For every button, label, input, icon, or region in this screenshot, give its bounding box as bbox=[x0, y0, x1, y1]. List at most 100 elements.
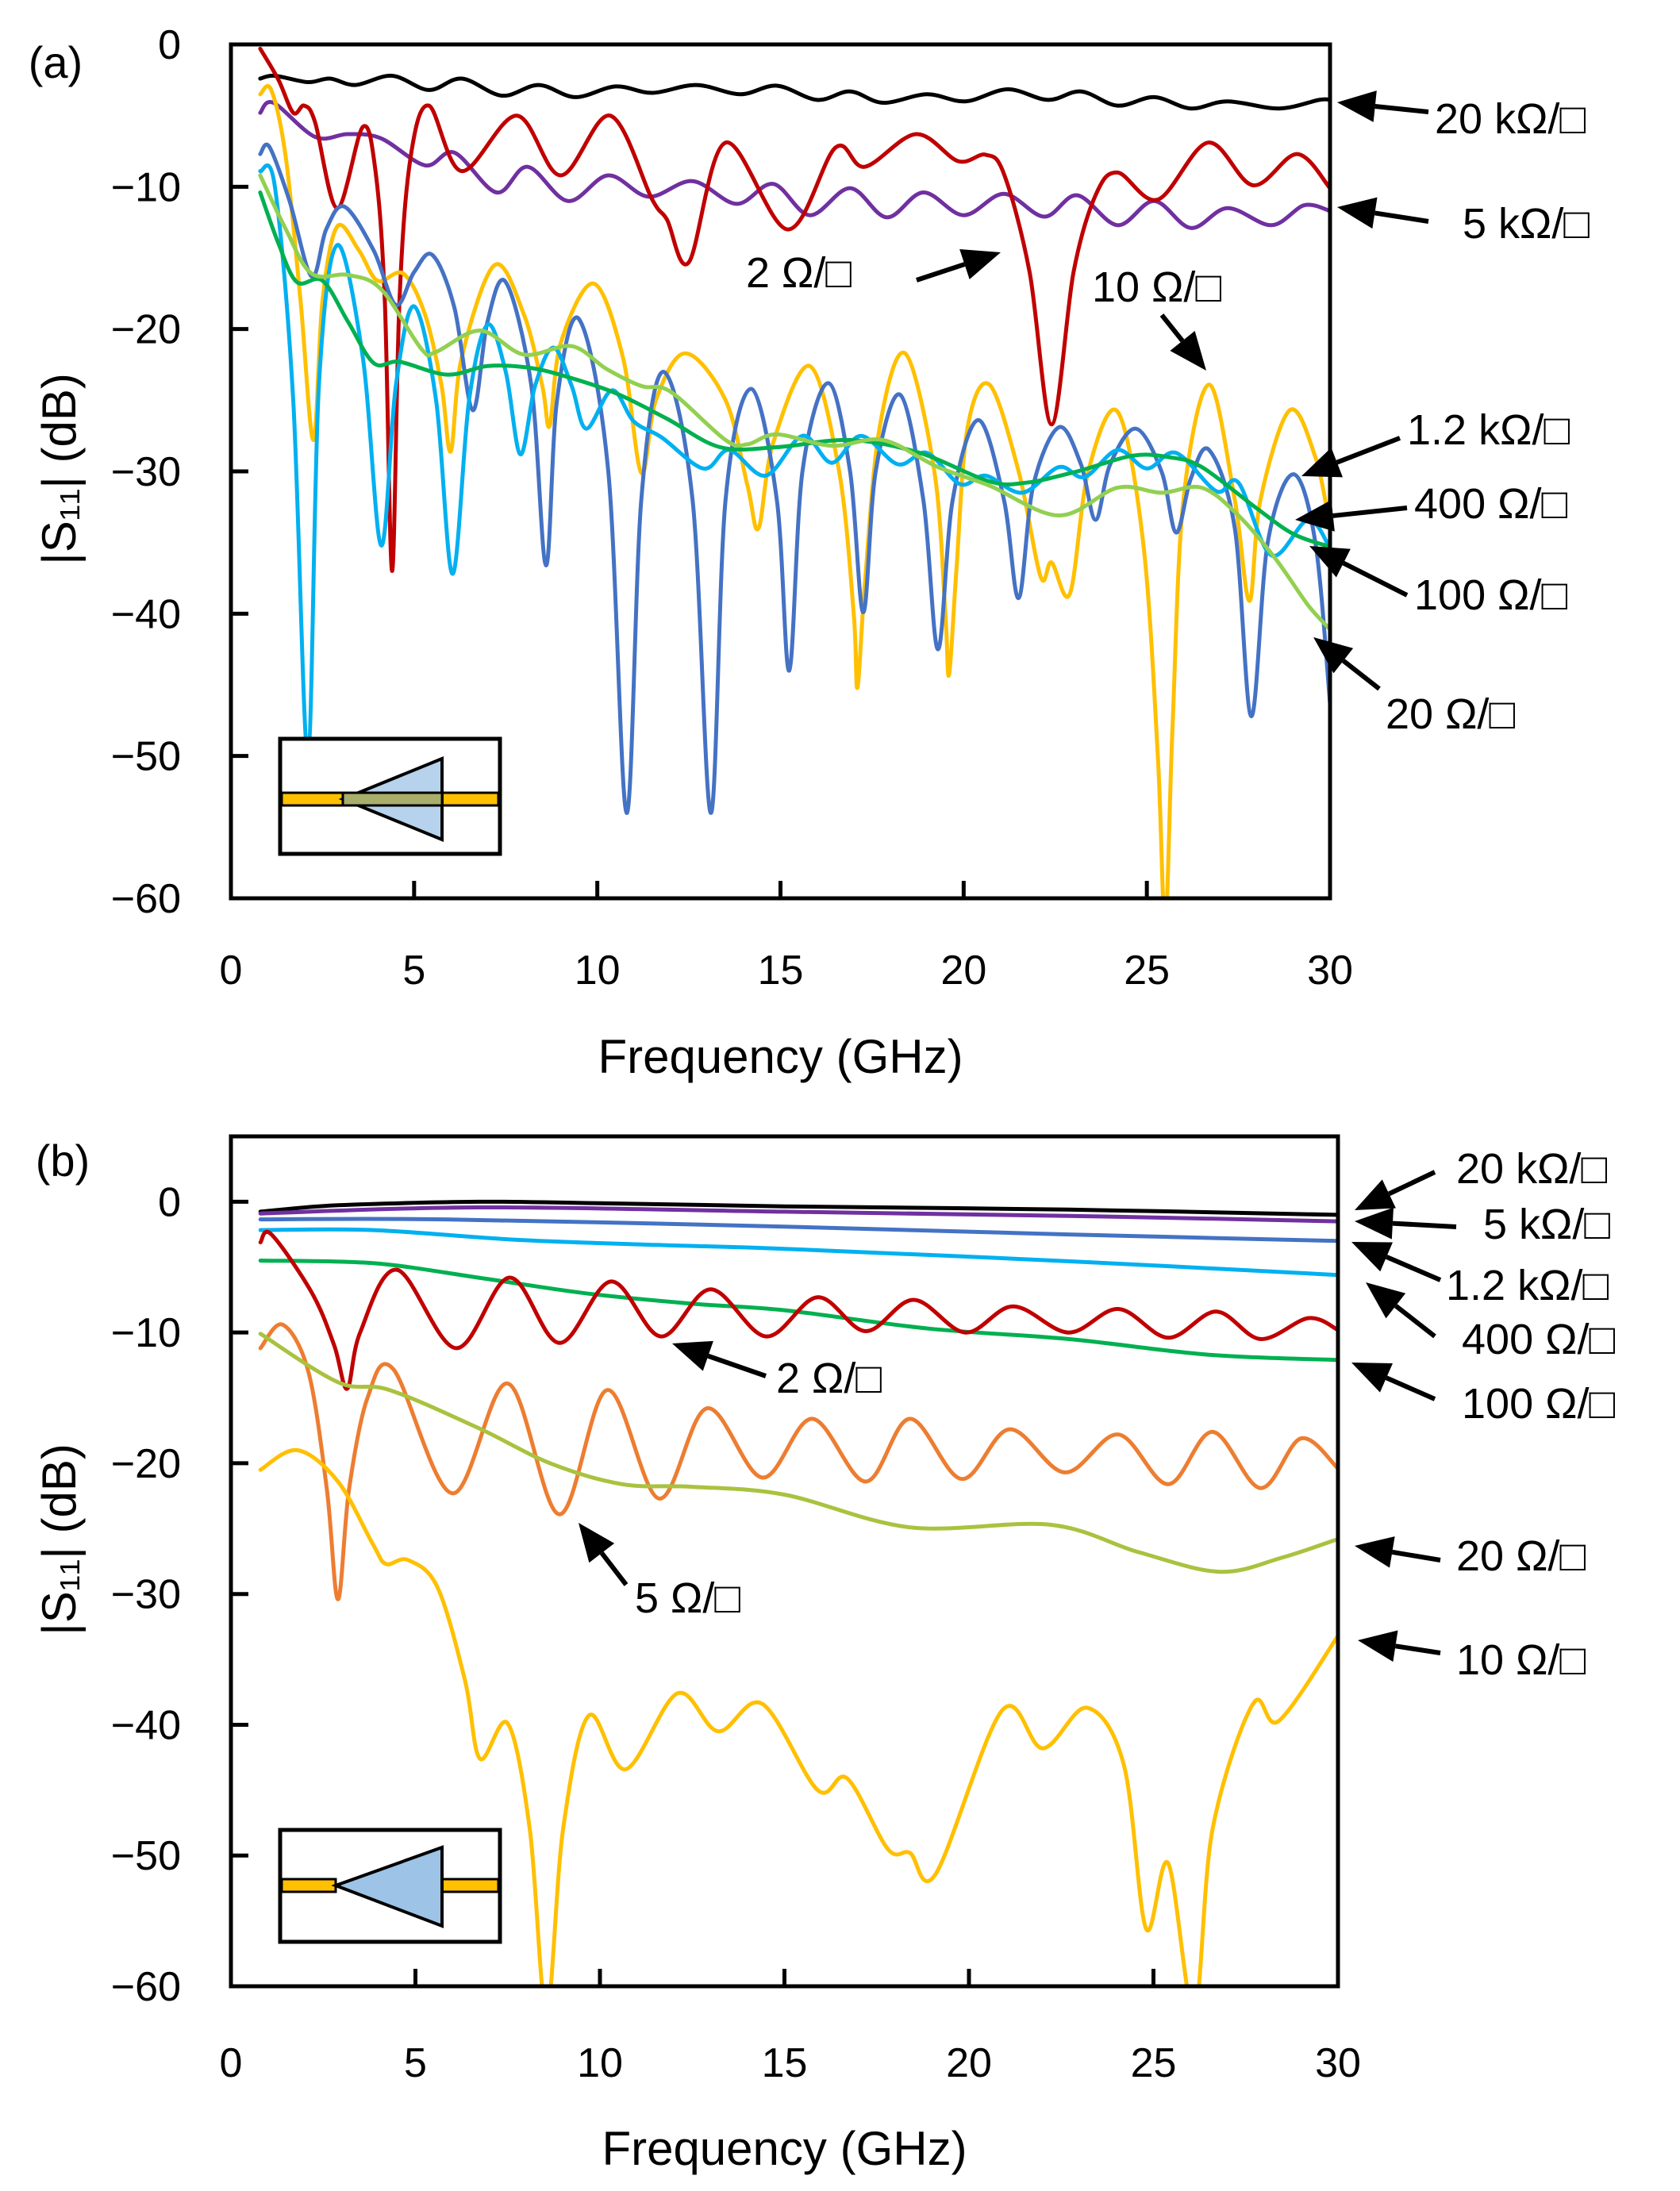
x-axis-title: Frequency (GHz) bbox=[602, 2122, 967, 2175]
series-group bbox=[258, 1199, 1338, 1986]
arrow-line bbox=[1332, 505, 1408, 518]
arrow-line bbox=[1385, 1255, 1442, 1282]
annotation: 20 kΩ/□ bbox=[1337, 90, 1586, 143]
arrow-head-icon bbox=[1355, 1207, 1394, 1240]
annotation: 400 Ω/□ bbox=[1295, 480, 1567, 532]
arrow-line bbox=[1385, 1375, 1436, 1401]
x-tick-label: 10 bbox=[575, 948, 621, 994]
series-line-b-8 bbox=[258, 1447, 1338, 1986]
series-annotation-label: 400 Ω/□ bbox=[1414, 480, 1567, 528]
series-line-b-0 bbox=[258, 1199, 1338, 1217]
arrow-head-icon bbox=[1337, 197, 1378, 229]
arrow-head-icon bbox=[1313, 637, 1354, 674]
arrow-head-icon bbox=[1301, 448, 1343, 478]
series-line-b-4 bbox=[258, 1259, 1338, 1363]
x-tick-label: 25 bbox=[1131, 2040, 1177, 2086]
y-tick-label: −50 bbox=[111, 1833, 181, 1879]
series-line-a-1 bbox=[258, 100, 1330, 230]
annotation: 100 Ω/□ bbox=[1309, 546, 1567, 619]
arrow-head-icon bbox=[1295, 500, 1335, 532]
y-tick-label: −10 bbox=[111, 164, 181, 210]
x-tick-label: 15 bbox=[758, 948, 804, 994]
x-tick-label: 0 bbox=[220, 948, 243, 994]
y-axis-title: |S₁₁| (dB) bbox=[33, 373, 86, 565]
series-annotation-label: 10 Ω/□ bbox=[1092, 263, 1221, 311]
x-tick-label: 10 bbox=[577, 2040, 623, 2086]
series-annotation-label: 20 kΩ/□ bbox=[1435, 95, 1586, 143]
series-annotation-label: 10 Ω/□ bbox=[1456, 1636, 1586, 1684]
x-tick-label: 5 bbox=[404, 2040, 427, 2086]
arrow-line bbox=[916, 262, 966, 283]
inset-schematic bbox=[278, 736, 502, 856]
panel-a: 0 5 10 15 20 25 30 0 −10 −20 −30 −40 −50 −60 Frequency… bbox=[29, 22, 1590, 1083]
arrow-line bbox=[1342, 560, 1409, 598]
inset-taper-triangle bbox=[331, 1845, 444, 1928]
arrow-head-icon bbox=[1358, 1630, 1398, 1662]
y-tick-label: −60 bbox=[111, 876, 181, 922]
arrow-head-icon bbox=[1366, 1282, 1406, 1319]
arrow-head-icon bbox=[959, 249, 1001, 280]
y-tick-label: −30 bbox=[111, 449, 181, 495]
y-tick-label: −40 bbox=[111, 591, 181, 637]
y-tick-label: −50 bbox=[111, 734, 181, 780]
arrow-head-icon bbox=[1309, 546, 1351, 578]
x-tick-label: 5 bbox=[402, 948, 425, 994]
arrow-head-icon bbox=[1351, 1242, 1393, 1272]
x-tick-label: 20 bbox=[940, 948, 986, 994]
arrow-line bbox=[1374, 103, 1429, 114]
series-annotation-label: 20 Ω/□ bbox=[1456, 1532, 1586, 1580]
series-line-a-2 bbox=[258, 46, 1330, 573]
x-tick-label: 25 bbox=[1124, 948, 1170, 994]
x-tick-label: 30 bbox=[1315, 2040, 1361, 2086]
arrow-head-icon bbox=[1351, 1363, 1393, 1393]
arrow-line bbox=[599, 1551, 629, 1586]
series-annotation-label: 100 Ω/□ bbox=[1462, 1380, 1615, 1428]
series-line-a-7 bbox=[258, 173, 1330, 632]
y-tick-label: −20 bbox=[111, 1441, 181, 1487]
arrow-line bbox=[1391, 1549, 1441, 1563]
arrow-head-icon bbox=[1170, 331, 1206, 371]
series-line-b-6 bbox=[258, 1322, 1338, 1601]
inset-schematic bbox=[278, 1828, 502, 1944]
annotation: 10 Ω/□ bbox=[1358, 1630, 1586, 1684]
series-line-a-0 bbox=[258, 73, 1330, 111]
series-annotation-label: 5 kΩ/□ bbox=[1463, 200, 1590, 248]
series-line-b-3 bbox=[258, 1227, 1338, 1278]
arrow-line bbox=[1341, 659, 1381, 691]
series-annotation-label: 2 Ω/□ bbox=[746, 249, 852, 297]
x-tick-label: 30 bbox=[1307, 948, 1353, 994]
annotation: 2 Ω/□ bbox=[672, 1340, 882, 1402]
arrow-line bbox=[1392, 1220, 1457, 1229]
annotation: 20 Ω/□ bbox=[1355, 1532, 1586, 1580]
y-tick-label: −30 bbox=[111, 1572, 181, 1618]
arrow-head-icon bbox=[1337, 90, 1377, 122]
series-group bbox=[258, 46, 1330, 898]
series-annotation-label: 400 Ω/□ bbox=[1462, 1316, 1615, 1363]
inset-strip-line-right bbox=[440, 1878, 500, 1893]
annotation: 2 Ω/□ bbox=[746, 249, 1001, 297]
y-tick-label: −10 bbox=[111, 1310, 181, 1356]
arrow-head-icon bbox=[1355, 1179, 1396, 1210]
series-line-a-6 bbox=[258, 190, 1330, 549]
series-line-a-4 bbox=[258, 142, 1330, 815]
x-tick-label: 20 bbox=[946, 2040, 992, 2086]
x-tick-label: 0 bbox=[220, 2040, 243, 2086]
annotation: 20 Ω/□ bbox=[1313, 637, 1515, 738]
inset-strip-line-left bbox=[280, 1878, 337, 1893]
annotation: 20 kΩ/□ bbox=[1355, 1145, 1607, 1210]
series-line-b-1 bbox=[258, 1205, 1338, 1224]
inset-overlap-region bbox=[341, 791, 444, 807]
annotation: 5 Ω/□ bbox=[579, 1523, 740, 1622]
series-line-b-2 bbox=[258, 1217, 1338, 1243]
series-annotation-label: 2 Ω/□ bbox=[776, 1355, 882, 1402]
series-annotation-label: 20 Ω/□ bbox=[1386, 690, 1515, 738]
series-annotation-label: 1.2 kΩ/□ bbox=[1407, 406, 1570, 454]
y-tick-label: −20 bbox=[111, 307, 181, 353]
panel-label: (b) bbox=[36, 1136, 90, 1186]
series-line-a-5 bbox=[258, 163, 1330, 759]
annotation: 5 kΩ/□ bbox=[1355, 1201, 1610, 1248]
arrow-line bbox=[1388, 1170, 1436, 1197]
y-tick-label: 0 bbox=[158, 1179, 181, 1225]
arrow-line bbox=[1394, 1304, 1436, 1339]
series-annotation-label: 1.2 kΩ/□ bbox=[1446, 1262, 1609, 1309]
